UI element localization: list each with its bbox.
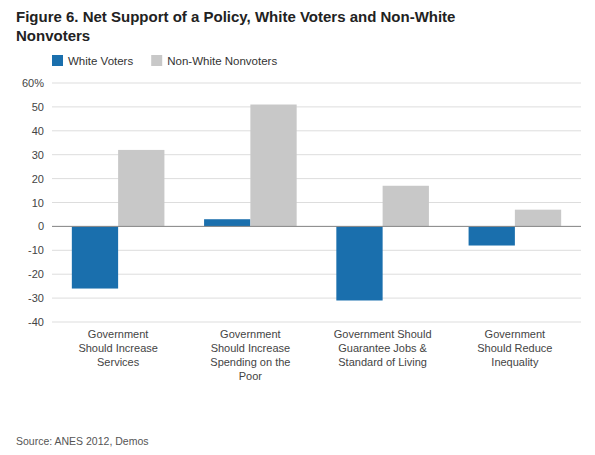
x-tick-label: GovernmentShould IncreaseSpending on the… [210, 328, 290, 382]
bar [250, 105, 296, 227]
x-tick-label: GovernmentShould ReduceInequality [477, 328, 552, 368]
grid-line [52, 106, 581, 107]
x-tick-label: GovernmentShould IncreaseServices [78, 328, 158, 368]
zero-line [52, 226, 581, 227]
y-tick-label: -30 [28, 292, 44, 304]
bar [118, 150, 164, 226]
bar [72, 226, 118, 288]
legend-swatch [151, 55, 162, 66]
bar [204, 219, 250, 226]
legend-label: White Voters [68, 55, 133, 67]
bar [336, 226, 382, 300]
bars [72, 105, 561, 301]
x-tick-label: Government ShouldGuarantee Jobs &Standar… [334, 328, 432, 368]
y-tick-label: -40 [28, 316, 44, 328]
source: Source: ANES 2012, Demos [16, 435, 149, 447]
legend-label: Non-White Nonvoters [167, 55, 277, 67]
grid-line [52, 250, 581, 251]
y-tick-label: -10 [28, 244, 44, 256]
legend-swatch [52, 55, 63, 66]
chart-container: Figure 6. Net Support of a Policy, White… [0, 0, 595, 455]
y-tick-label: 30 [32, 149, 44, 161]
bar [515, 210, 561, 227]
y-tick-label: 20 [32, 173, 44, 185]
y-tick-label: 40 [32, 125, 44, 137]
bar [469, 226, 515, 245]
bar [383, 186, 429, 227]
grid-line [52, 130, 581, 131]
y-tick-label: 10 [32, 197, 44, 209]
grid-line [52, 322, 581, 323]
grid-line [52, 274, 581, 275]
grid-line [52, 226, 581, 227]
grid-line [52, 83, 581, 84]
y-tick-label: 0 [38, 220, 44, 232]
grid-line [52, 298, 581, 299]
grid [52, 83, 581, 322]
legend: White Voters Non-White Nonvoters [52, 55, 277, 67]
y-tick-label: 60% [22, 77, 44, 89]
y-tick-label: 50 [32, 101, 44, 113]
chart: Figure 6. Net Support of a Policy, White… [0, 0, 595, 455]
title: Figure 6. Net Support of a Policy, White… [16, 8, 455, 44]
y-tick-label: -20 [28, 268, 44, 280]
